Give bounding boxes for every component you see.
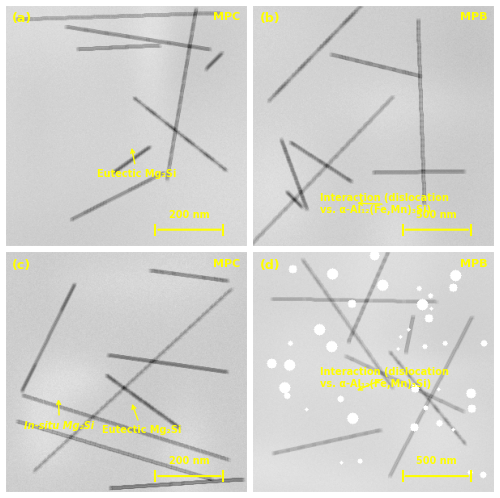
- Text: In-situ Mg₂Si: In-situ Mg₂Si: [24, 401, 94, 431]
- Text: (d): (d): [260, 258, 280, 272]
- Text: (b): (b): [260, 12, 280, 25]
- Text: Eutectic Mg₂Si: Eutectic Mg₂Si: [97, 149, 176, 179]
- Text: MPB: MPB: [460, 12, 487, 22]
- Text: MPB: MPB: [460, 258, 487, 268]
- Text: (a): (a): [12, 12, 32, 25]
- Text: MPC: MPC: [213, 12, 240, 22]
- Text: 200 nm: 200 nm: [169, 210, 209, 220]
- Text: 200 nm: 200 nm: [169, 457, 209, 467]
- Text: Interaction (dislocation
vs. α-Al₁₂(Fe,Mn)₃Si): Interaction (dislocation vs. α-Al₁₂(Fe,M…: [320, 193, 449, 215]
- Text: (c): (c): [12, 258, 32, 272]
- Text: Interaction (dislocation
vs. α-Al₁₂(Fe,Mn)₃Si): Interaction (dislocation vs. α-Al₁₂(Fe,M…: [320, 368, 449, 390]
- Text: MPC: MPC: [213, 258, 240, 268]
- Text: 500 nm: 500 nm: [416, 210, 457, 220]
- Text: 500 nm: 500 nm: [416, 457, 457, 467]
- Text: Eutectic Mg₂Si: Eutectic Mg₂Si: [102, 405, 182, 435]
